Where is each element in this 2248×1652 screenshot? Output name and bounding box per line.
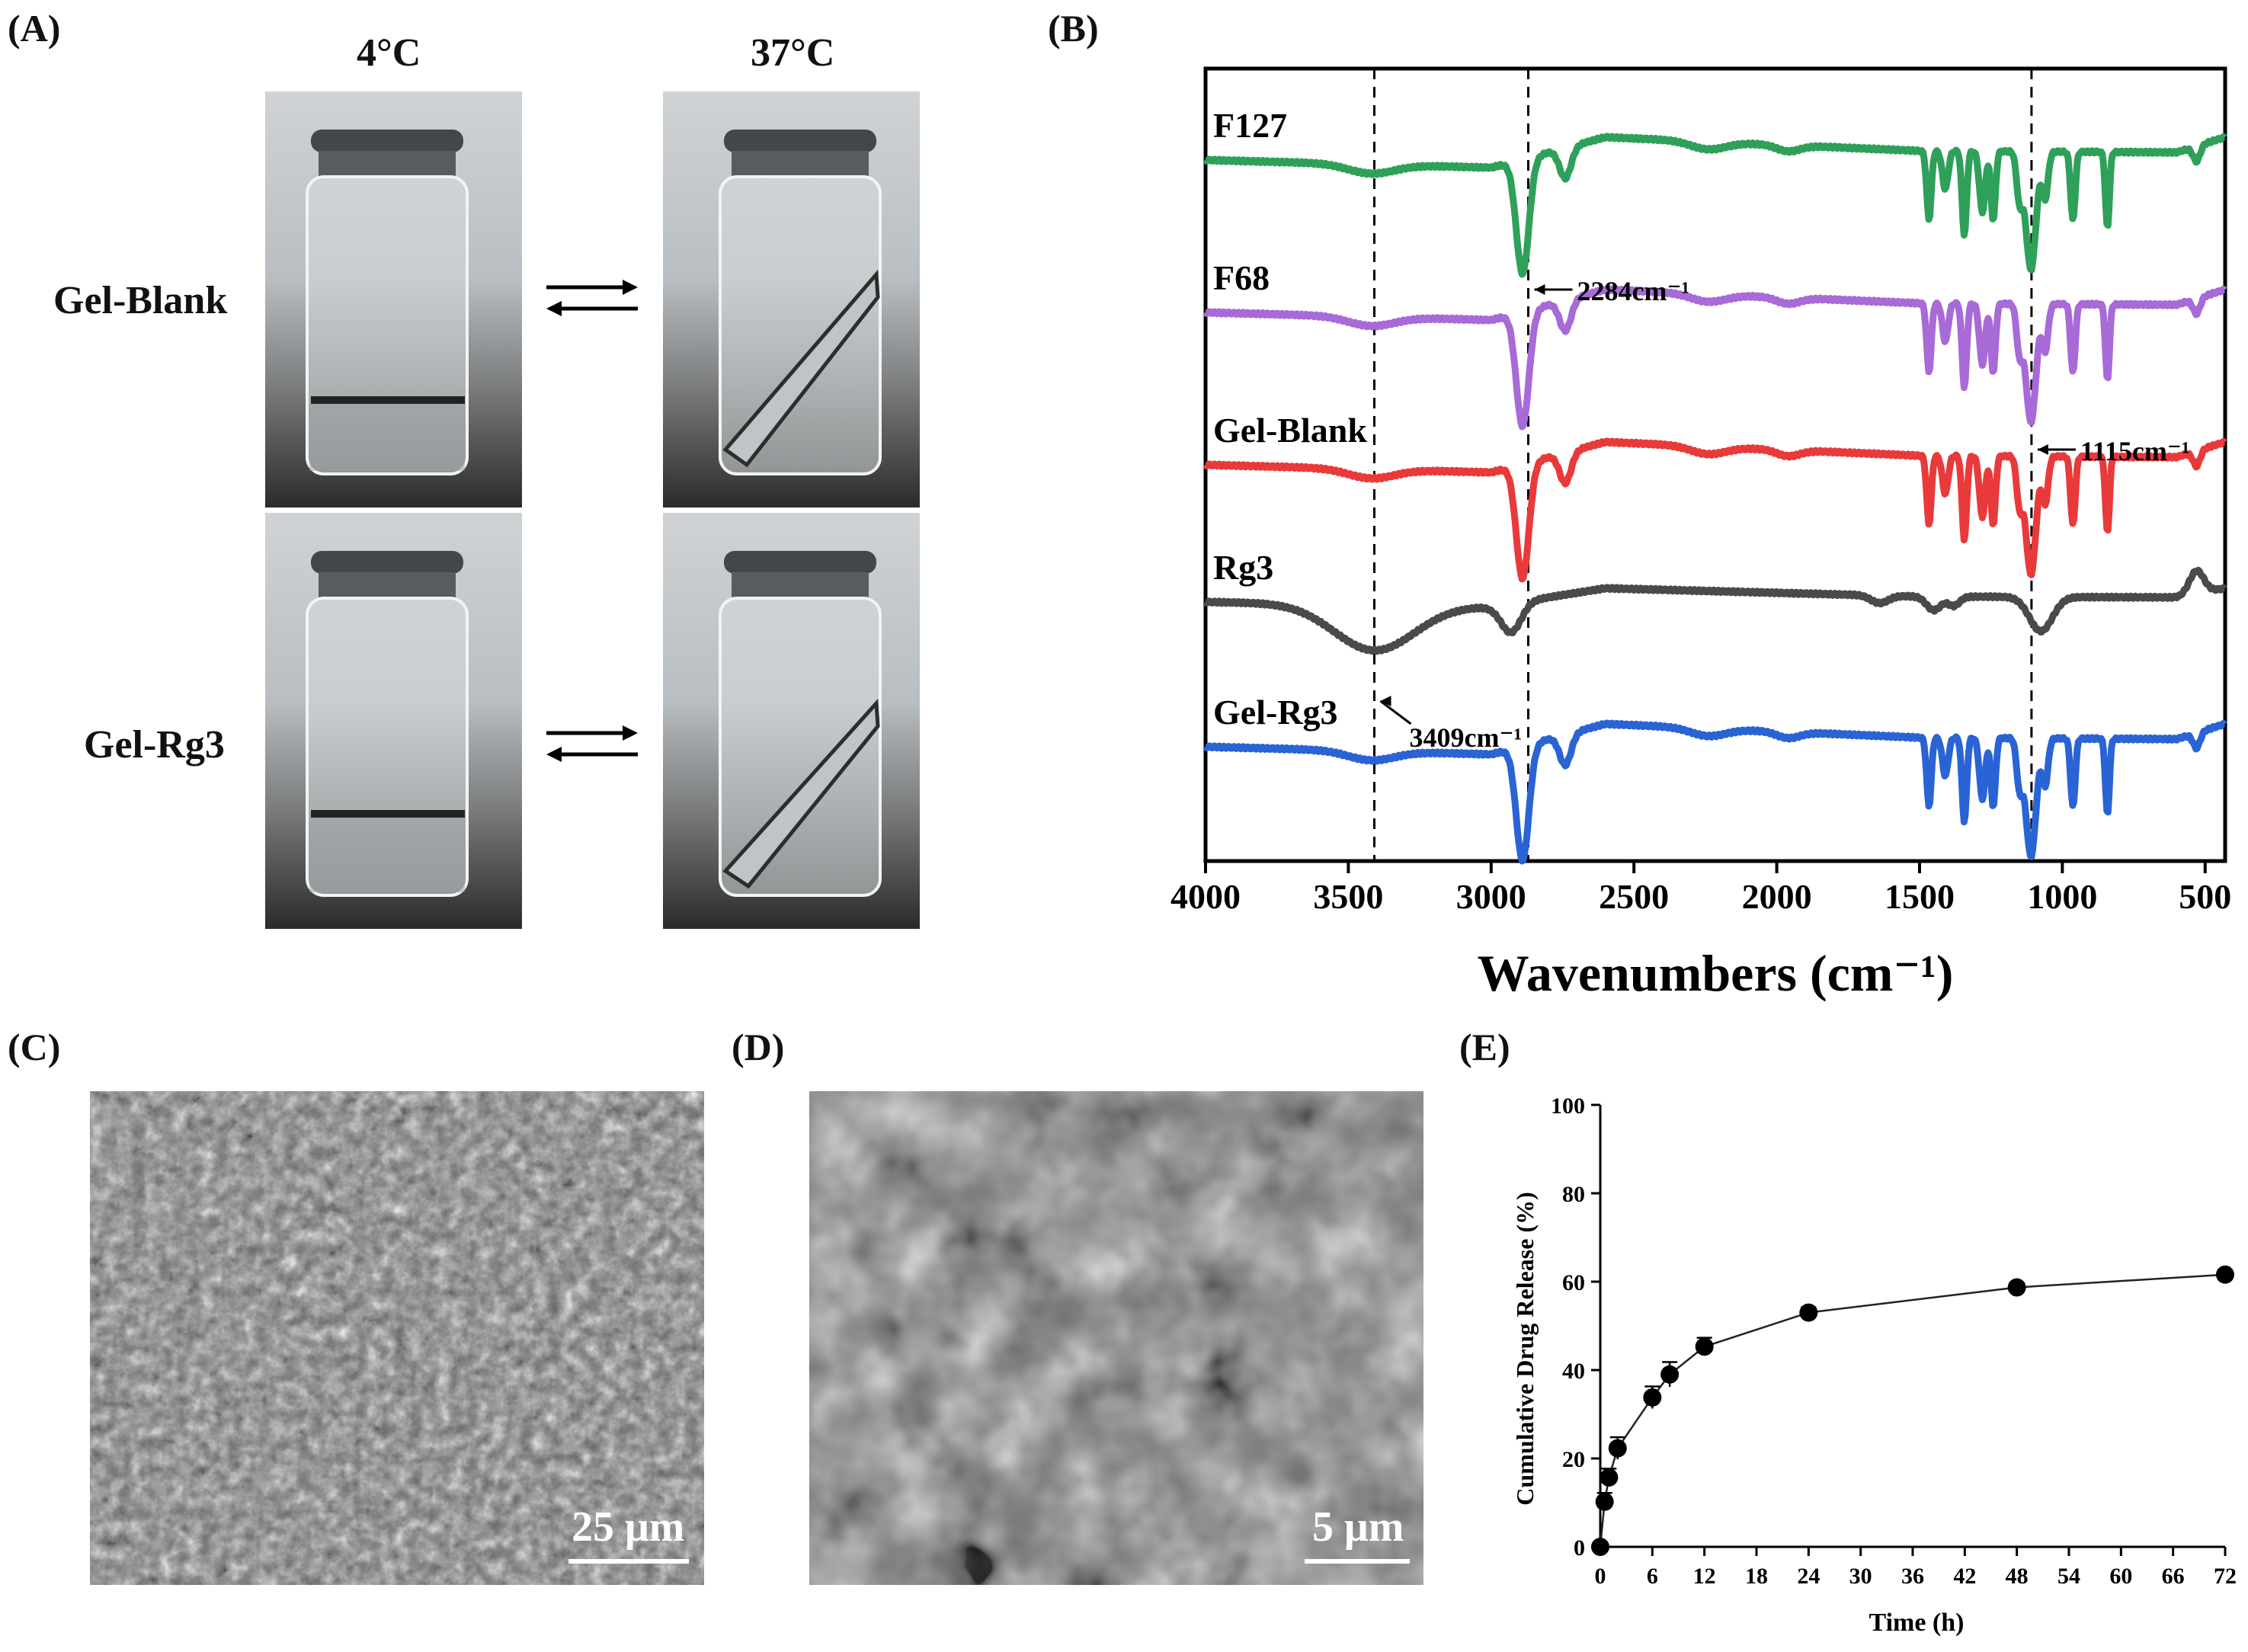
ftir-annotation-label: 2284cm⁻¹ bbox=[1577, 276, 1690, 306]
vial-blank-37c-illustration bbox=[719, 130, 882, 475]
release-y-tick-label: 40 bbox=[1562, 1359, 1585, 1384]
ftir-x-tick-label: 2500 bbox=[1599, 877, 1669, 916]
vial-blank-4c-illustration bbox=[306, 130, 469, 475]
column-label-37c: 37°C bbox=[751, 31, 835, 75]
ftir-series-gel-rg3-line bbox=[1202, 719, 2227, 865]
release-x-tick-label: 36 bbox=[1901, 1564, 1924, 1589]
release-curve bbox=[1599, 1273, 2226, 1548]
ftir-series-label-gel-rg3: Gel-Rg3 bbox=[1213, 693, 1338, 732]
panel-d-letter: (D) bbox=[732, 1026, 785, 1068]
release-chart: 0 20 40 60 80 100 0 6 12 18 24 30 36 42 48 54 60 66 72 Tim… bbox=[1511, 1093, 2237, 1637]
ftir-series-rg3-line bbox=[1202, 566, 2227, 655]
release-data-point bbox=[2007, 1278, 2026, 1297]
equilibrium-arrows-blank bbox=[546, 280, 638, 316]
release-x-axis-label: Time (h) bbox=[1869, 1609, 1965, 1637]
release-data-point bbox=[2216, 1265, 2234, 1284]
release-y-tick-label: 100 bbox=[1551, 1093, 1585, 1119]
ftir-x-tick-label: 4000 bbox=[1170, 877, 1241, 916]
row-label-gel-blank: Gel-Blank bbox=[53, 279, 228, 322]
sem-image-high-mag: 5 μm bbox=[809, 1091, 1423, 1585]
release-x-tick-label: 0 bbox=[1595, 1564, 1606, 1589]
ftir-series-f127-line bbox=[1202, 133, 2227, 278]
ftir-x-tick-label: 3000 bbox=[1456, 877, 1526, 916]
release-x-tick-label: 60 bbox=[2109, 1564, 2132, 1589]
scale-bar-25um bbox=[568, 1559, 689, 1564]
panel-e-letter: (E) bbox=[1459, 1026, 1510, 1068]
release-x-tick-label: 42 bbox=[1953, 1564, 1976, 1589]
release-data-point bbox=[1608, 1439, 1627, 1458]
vial-photo-rg3-37c bbox=[663, 513, 920, 929]
ftir-x-tick-label: 1500 bbox=[1885, 877, 1955, 916]
ftir-chart: 4000 3500 3000 2500 2000 1500 1000 500 F127 F68 G… bbox=[1170, 66, 2231, 1002]
scale-label-5um: 5 μm bbox=[1312, 1503, 1404, 1551]
release-x-tick-label: 24 bbox=[1797, 1564, 1820, 1589]
release-y-tick-label: 80 bbox=[1562, 1182, 1585, 1207]
column-label-4c: 4°C bbox=[357, 31, 421, 75]
sem-image-low-mag: 25 μm bbox=[90, 1091, 704, 1585]
panel-b-letter: (B) bbox=[1048, 7, 1099, 50]
ftir-x-tick-label: 500 bbox=[2179, 877, 2231, 916]
release-x-tick-label: 66 bbox=[2162, 1564, 2185, 1589]
annotation-arrow bbox=[1379, 700, 1412, 725]
vial-photo-blank-37c bbox=[663, 91, 920, 507]
annotation-arrowhead bbox=[1380, 696, 1391, 706]
ftir-series-label-f127: F127 bbox=[1213, 106, 1287, 145]
equilibrium-arrows-rg3 bbox=[546, 725, 638, 762]
release-data-point bbox=[1799, 1303, 1818, 1322]
release-y-tick-label: 60 bbox=[1562, 1270, 1585, 1295]
release-data-point bbox=[1643, 1388, 1662, 1407]
release-x-tick-label: 72 bbox=[2214, 1564, 2237, 1589]
release-data-point bbox=[1660, 1365, 1680, 1384]
release-data-point bbox=[1595, 1492, 1614, 1511]
release-y-axis-label: Cumulative Drug Release (%) bbox=[1511, 1192, 1539, 1505]
annotation-arrowhead bbox=[1534, 284, 1545, 295]
panel-a-letter: (A) bbox=[8, 7, 61, 50]
ftir-series-f68-line bbox=[1202, 285, 2227, 431]
release-x-tick-label: 6 bbox=[1647, 1564, 1658, 1589]
vial-photo-rg3-4c bbox=[265, 513, 522, 929]
ftir-annotation-label: 1115cm⁻¹ bbox=[2080, 436, 2190, 466]
row-label-gel-rg3: Gel-Rg3 bbox=[84, 723, 225, 767]
ftir-annotation-label: 3409cm⁻¹ bbox=[1410, 722, 1523, 753]
ftir-x-tick-label: 3500 bbox=[1313, 877, 1383, 916]
release-x-tick-label: 12 bbox=[1693, 1564, 1716, 1589]
ftir-series-label-rg3: Rg3 bbox=[1213, 548, 1273, 587]
ftir-series-label-gel-blank: Gel-Blank bbox=[1213, 411, 1367, 450]
release-y-tick-label: 0 bbox=[1574, 1535, 1585, 1561]
ftir-x-axis-label: Wavenumbers (cm⁻¹) bbox=[1478, 944, 1954, 1002]
sem-texture-high-mag bbox=[809, 1091, 1423, 1585]
ftir-series-label-f68: F68 bbox=[1213, 258, 1270, 297]
annotation-arrowhead bbox=[2037, 444, 2048, 455]
vial-rg3-4c-illustration bbox=[306, 551, 469, 897]
scale-label-25um: 25 μm bbox=[572, 1503, 685, 1551]
release-data-point bbox=[1600, 1468, 1619, 1487]
sem-texture-low-mag bbox=[90, 1091, 704, 1585]
scale-bar-5um bbox=[1305, 1559, 1410, 1564]
panel-c-letter: (C) bbox=[8, 1026, 61, 1068]
release-x-tick-label: 30 bbox=[1849, 1564, 1872, 1589]
release-data-point bbox=[1591, 1538, 1609, 1556]
vial-photo-blank-4c bbox=[265, 91, 522, 507]
release-y-tick-label: 20 bbox=[1562, 1447, 1585, 1472]
vial-rg3-37c-illustration bbox=[719, 551, 882, 897]
release-data-point bbox=[1695, 1337, 1714, 1356]
ftir-series-gel-blank-line bbox=[1202, 437, 2227, 583]
release-x-tick-label: 18 bbox=[1745, 1564, 1768, 1589]
release-x-tick-label: 48 bbox=[2006, 1564, 2029, 1589]
release-x-tick-label: 54 bbox=[2057, 1564, 2080, 1589]
ftir-x-tick-label: 2000 bbox=[1742, 877, 1812, 916]
ftir-x-tick-label: 1000 bbox=[2027, 877, 2097, 916]
